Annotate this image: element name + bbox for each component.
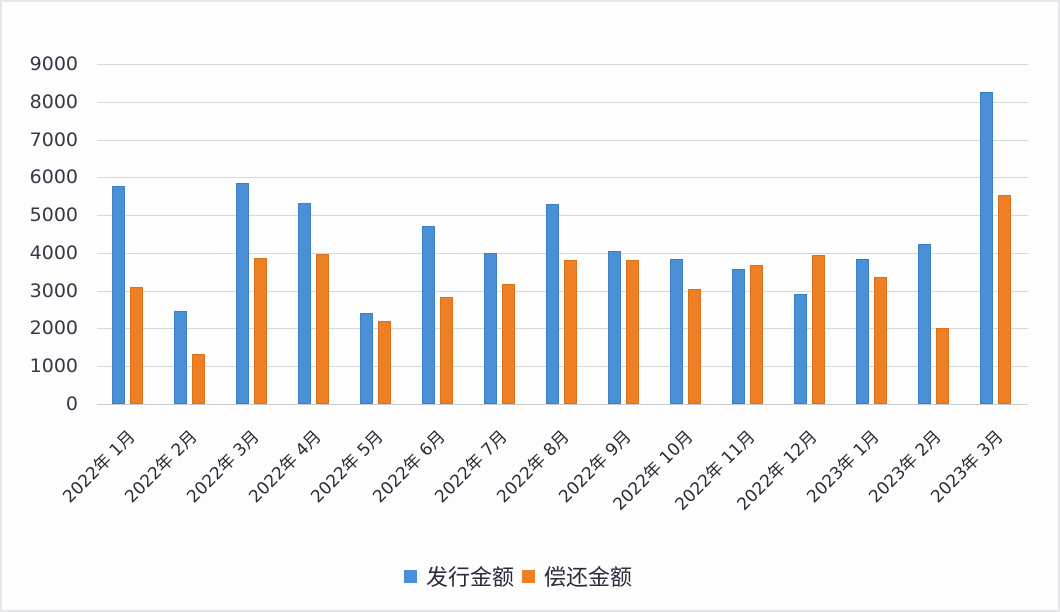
y-tick-label: 8000 xyxy=(29,90,78,113)
y-tick-label: 0 xyxy=(65,393,78,415)
bar-issue xyxy=(980,92,993,404)
bar-issue xyxy=(360,312,373,404)
bar-issue xyxy=(608,250,621,404)
gridline xyxy=(97,177,1028,178)
bar-repay xyxy=(440,296,453,404)
bar-repay xyxy=(936,328,949,404)
y-tick-label: 4000 xyxy=(29,241,78,264)
bar-issue xyxy=(794,294,807,404)
bar-issue xyxy=(856,258,869,404)
y-tick-label: 7000 xyxy=(29,128,78,151)
bar-repay xyxy=(378,320,391,404)
gridline xyxy=(97,140,1028,141)
bar-issue xyxy=(236,182,249,404)
bar-repay xyxy=(998,194,1011,404)
bar-repay xyxy=(874,276,887,404)
bar-issue xyxy=(732,268,745,404)
gridline xyxy=(97,102,1028,103)
bar-issue xyxy=(112,186,125,404)
bar-repay xyxy=(564,260,577,404)
bar-issue xyxy=(298,202,311,404)
legend-item-issue: 发行金额 xyxy=(404,560,514,592)
bar-repay xyxy=(502,284,515,404)
bar-repay xyxy=(192,354,205,404)
y-tick-label: 5000 xyxy=(29,204,78,227)
bar-repay xyxy=(254,258,267,404)
legend-swatch-orange-icon xyxy=(522,569,536,583)
gridline xyxy=(97,215,1028,216)
legend-label-repay: 偿还金额 xyxy=(544,566,633,591)
bar-repay xyxy=(750,264,763,404)
y-tick-label: 6000 xyxy=(29,166,78,189)
legend-label-issue: 发行金额 xyxy=(426,566,515,591)
gridline xyxy=(97,64,1028,65)
x-axis-line xyxy=(97,404,1028,405)
bar-repay xyxy=(316,254,329,404)
bar-repay xyxy=(688,288,701,404)
y-tick-label: 3000 xyxy=(29,279,78,302)
bar-issue xyxy=(546,204,559,404)
legend-item-repay: 偿还金额 xyxy=(522,560,632,592)
bar-repay xyxy=(130,286,143,404)
bar-repay xyxy=(626,260,639,404)
legend: 发行金额 偿还金额 xyxy=(404,560,640,592)
bar-issue xyxy=(484,252,497,404)
gridline xyxy=(97,291,1028,292)
bar-issue xyxy=(918,244,931,404)
y-tick-label: 9000 xyxy=(29,53,78,75)
bar-issue xyxy=(670,258,683,404)
gridline xyxy=(97,366,1028,367)
gridline xyxy=(97,328,1028,329)
bar-issue xyxy=(174,310,187,404)
legend-swatch-blue-icon xyxy=(404,569,417,583)
y-tick-label: 2000 xyxy=(29,317,78,340)
bar-repay xyxy=(812,254,825,404)
gridline xyxy=(97,253,1028,254)
bar-issue xyxy=(422,226,435,404)
y-tick-label: 1000 xyxy=(29,355,78,378)
